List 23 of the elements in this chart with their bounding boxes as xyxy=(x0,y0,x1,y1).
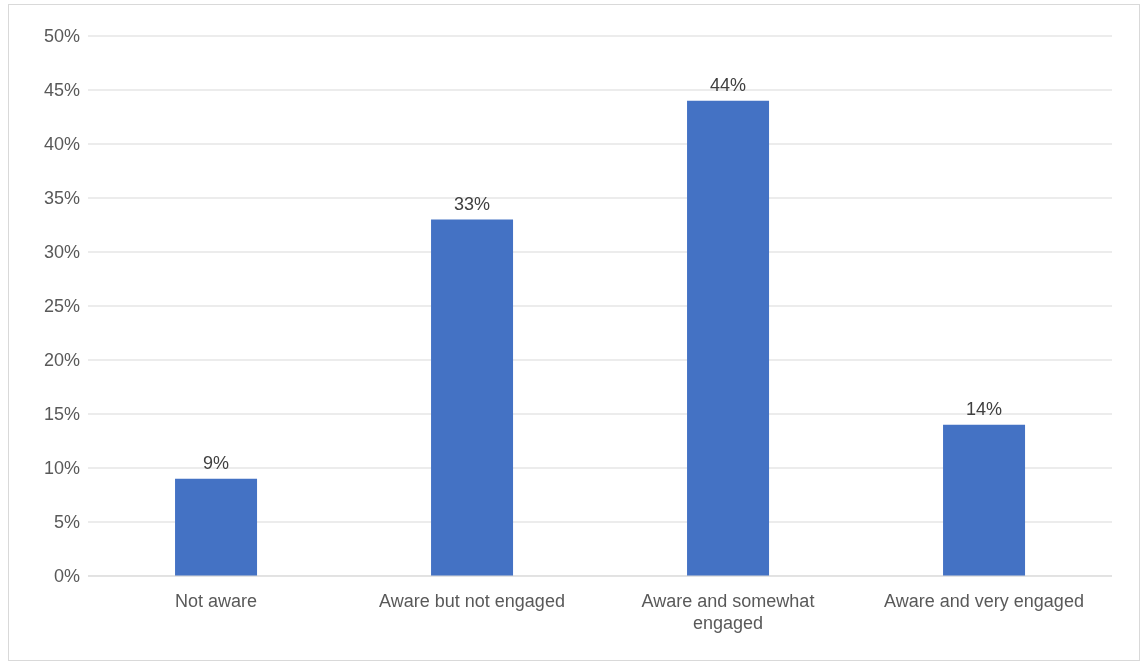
data-label: 14% xyxy=(966,398,1003,419)
x-tick-label: Not aware xyxy=(174,591,258,611)
data-label: 9% xyxy=(203,452,230,473)
bar xyxy=(687,100,770,576)
bar xyxy=(175,478,258,576)
x-tick-label: Aware but not engaged xyxy=(379,591,565,611)
y-tick-label: 25% xyxy=(43,296,80,317)
y-tick-label: 10% xyxy=(43,458,80,479)
y-tick-label: 35% xyxy=(43,188,80,209)
x-tick-label: Aware and very engaged xyxy=(884,591,1084,611)
y-tick-label: 30% xyxy=(43,242,80,263)
bar xyxy=(431,219,514,576)
y-tick-label: 15% xyxy=(43,404,80,425)
y-tick-label: 40% xyxy=(43,134,80,155)
y-tick-label: 5% xyxy=(53,512,80,533)
y-tick-label: 0% xyxy=(53,566,80,587)
x-tick-label: Aware and somewhat engaged xyxy=(641,591,815,633)
bar xyxy=(943,424,1026,576)
y-tick-label: 45% xyxy=(43,80,80,101)
y-tick-label: 50% xyxy=(43,26,80,47)
y-tick-label: 20% xyxy=(43,350,80,371)
data-label: 44% xyxy=(710,74,747,95)
data-label: 33% xyxy=(454,193,491,214)
